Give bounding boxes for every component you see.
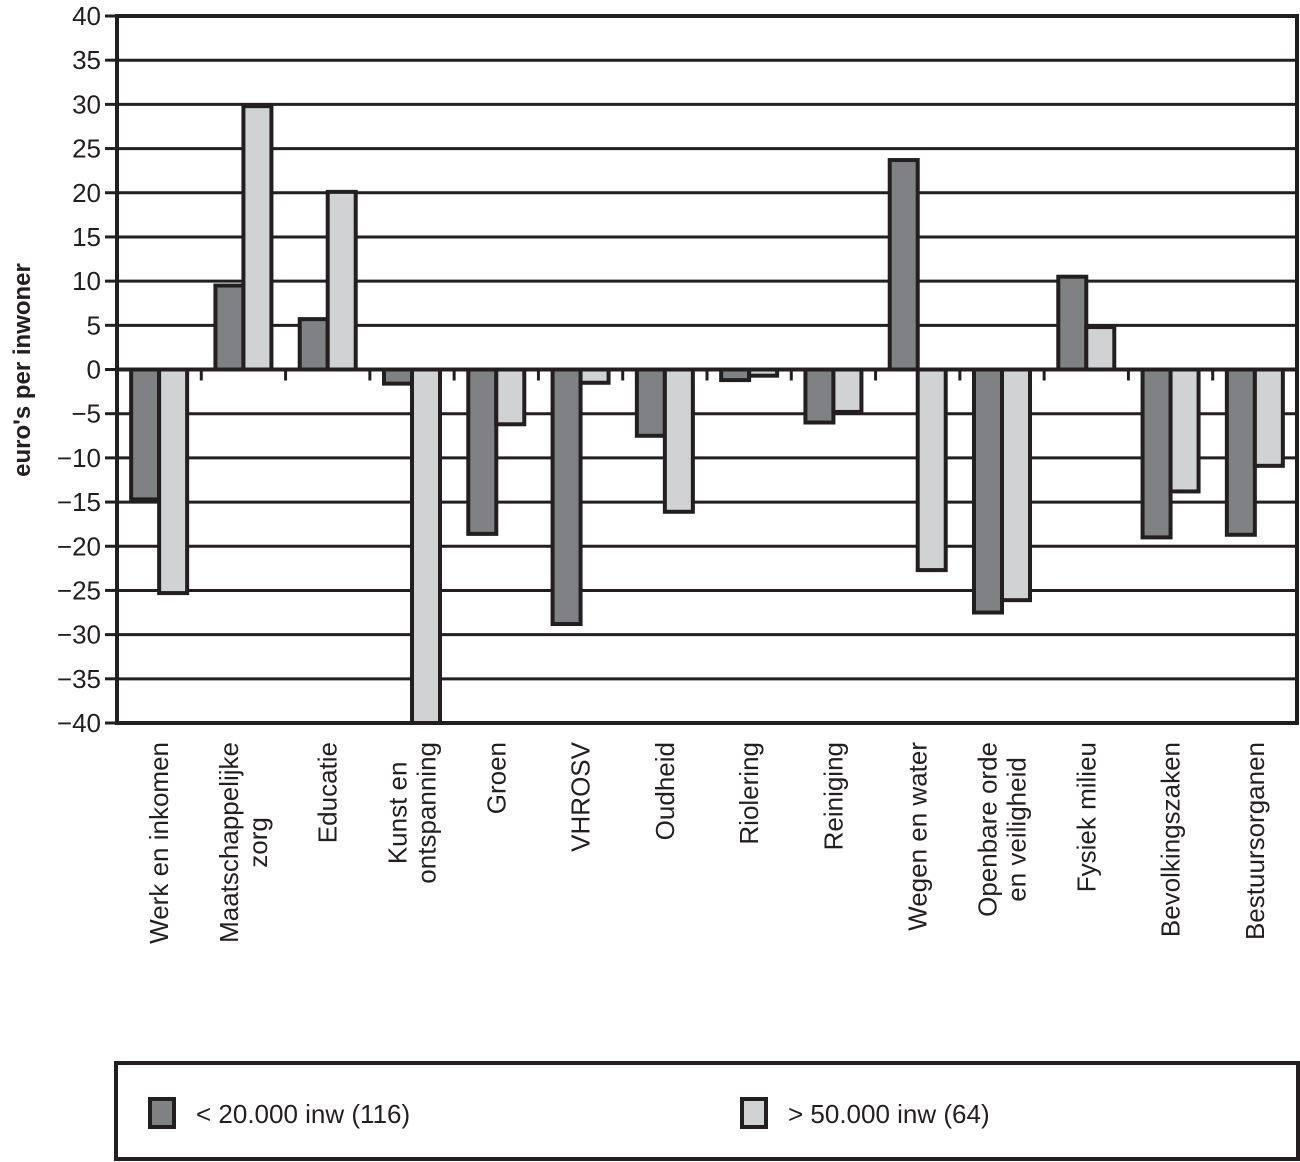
- bar-small-0: [129, 367, 162, 502]
- bar-small-9: [887, 158, 920, 372]
- y-tick-label: −35: [57, 664, 101, 694]
- legend-label-small-municipalities: < 20.000 inw (116): [196, 1099, 410, 1129]
- category-label: Educatie: [313, 742, 343, 843]
- category-label-line: Fysiek milieu: [1071, 742, 1101, 892]
- y-tick-label: 20: [72, 178, 101, 208]
- bar-small-2: [297, 317, 330, 372]
- category-label: Maatschappelijke zorg: [214, 742, 273, 943]
- bar-large-0: [157, 367, 190, 596]
- category-label: Openbare orde en veiligheid: [973, 742, 1032, 917]
- bar-small-12: [1140, 367, 1173, 540]
- category-label-line: Openbare orde: [973, 742, 1003, 917]
- category-label: VHROSV: [566, 741, 596, 851]
- legend-frame: [114, 1061, 1300, 1161]
- category-label: Werk en inkomen: [144, 742, 174, 944]
- axes: [105, 14, 1299, 725]
- category-label: Bestuursorganen: [1240, 742, 1270, 940]
- category-label-line: Bestuursorganen: [1240, 742, 1270, 940]
- bar-small-1: [213, 283, 246, 372]
- bar-large-3: [410, 367, 442, 725]
- category-label: Riolering: [734, 742, 764, 845]
- y-tick-label: −40: [57, 708, 101, 738]
- bar-small-8: [803, 367, 836, 425]
- bar-large-6: [662, 367, 695, 514]
- category-label-line: Werk en inkomen: [144, 742, 174, 944]
- y-tick-label: −15: [57, 487, 101, 517]
- category-label-line: Wegen en water: [903, 742, 933, 931]
- bar-small-6: [634, 367, 667, 438]
- bar-small-3: [382, 367, 414, 386]
- bar-small-11: [1056, 274, 1089, 372]
- y-tick-label: 40: [72, 1, 101, 31]
- category-label-line: Educatie: [313, 742, 343, 843]
- y-tick-label: 5: [87, 310, 101, 340]
- legend-label-large-municipalities: > 50.000 inw (64): [788, 1099, 990, 1129]
- category-label-line: VHROSV: [566, 741, 596, 851]
- category-label-line: Reiniging: [818, 742, 848, 850]
- legend-swatch-large-municipalities: [740, 1097, 768, 1129]
- bar-large-8: [831, 367, 864, 414]
- category-label: Groen: [481, 742, 511, 814]
- category-label: Wegen en water: [903, 742, 933, 931]
- category-label-line: Kunst en: [383, 762, 413, 865]
- category-label: Kunst en ontspanning: [383, 742, 442, 884]
- bar-small-4: [466, 367, 499, 536]
- y-tick-label: 0: [87, 355, 101, 385]
- category-label-line: Groen: [481, 742, 511, 814]
- y-tick-label: 30: [72, 89, 101, 119]
- y-tick-label: 35: [72, 45, 101, 75]
- y-axis-label: euro's per inwoner: [9, 263, 36, 477]
- category-label-line: Bevolkingszaken: [1156, 742, 1186, 937]
- category-label-line: Maatschappelijke: [214, 742, 244, 943]
- bars: [129, 104, 1285, 725]
- y-tick-label: 15: [72, 222, 101, 252]
- y-tick-label: −10: [57, 443, 101, 473]
- bar-small-10: [972, 367, 1004, 615]
- category-label: Bevolkingszaken: [1156, 742, 1186, 937]
- category-label-line: en veiligheid: [1002, 757, 1032, 902]
- bar-large-13: [1252, 367, 1285, 468]
- category-label: Reiniging: [818, 742, 848, 850]
- bar-large-1: [241, 104, 274, 372]
- category-label: Fysiek milieu: [1071, 742, 1101, 892]
- bar-large-11: [1084, 325, 1117, 372]
- y-tick-label: −5: [71, 399, 101, 429]
- bar-large-10: [1000, 367, 1032, 603]
- y-tick-label: −30: [57, 620, 101, 650]
- y-tick-label: −25: [57, 575, 101, 605]
- bar-large-9: [915, 367, 948, 573]
- bar-large-2: [325, 189, 358, 372]
- y-tick-label: −20: [57, 531, 101, 561]
- legend: < 20.000 inw (116) > 50.000 inw (64): [114, 1061, 1300, 1161]
- bar-large-4: [494, 367, 527, 427]
- bar-small-13: [1224, 367, 1257, 537]
- category-labels: Werk en inkomen Maatschappelijke zorg Educa…: [144, 741, 1270, 943]
- bar-large-12: [1168, 367, 1201, 494]
- category-label-line: ontspanning: [412, 742, 442, 884]
- legend-swatch-small-municipalities: [148, 1097, 176, 1129]
- bar-small-5: [550, 367, 583, 627]
- y-tick-labels: 40 35 30 25 20 15 10 5 0 −5 −10 −15 −20 −25 −30 −35 −40: [57, 1, 101, 738]
- category-label-line: zorg: [243, 817, 273, 868]
- category-label-line: Riolering: [734, 742, 764, 845]
- y-tick-label: 10: [72, 266, 101, 296]
- category-label-line: Oudheid: [650, 742, 680, 840]
- category-label: Oudheid: [650, 742, 680, 840]
- y-tick-label: 25: [72, 134, 101, 164]
